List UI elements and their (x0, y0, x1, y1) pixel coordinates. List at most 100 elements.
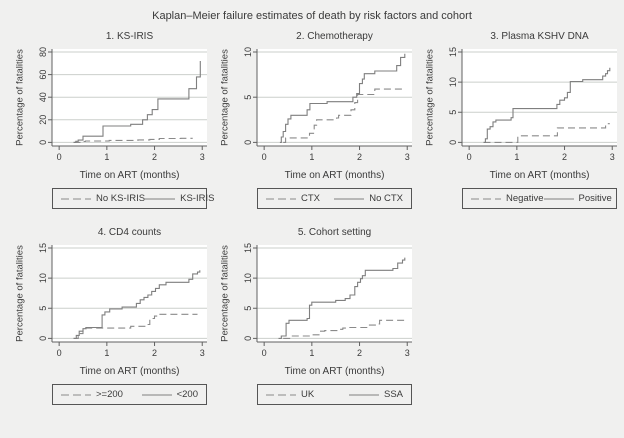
legend-label: CTX (301, 193, 320, 204)
y-tick-label: 10 (38, 273, 48, 283)
legend-label: Positive (578, 193, 612, 204)
dashed-line-sample (266, 197, 296, 200)
x-tick-label: 1 (309, 152, 314, 162)
x-axis-label: Time on ART (months) (284, 366, 385, 377)
series-solid (279, 53, 406, 143)
legend-item: No CTX (334, 193, 403, 204)
x-tick-label: 3 (405, 348, 410, 358)
legend-item: SSA (348, 389, 403, 400)
legend-box: >=200 <200 (52, 384, 207, 405)
subplot-grid: 1. KS-IRIS 0 20 40 60 80 0 1 2 3 Percentage of fat… (0, 30, 624, 422)
solid-line-sample (543, 197, 574, 200)
dashed-line-sample (266, 393, 296, 396)
legend-label: SSA (383, 389, 403, 400)
series-dashed (283, 88, 405, 143)
series-solid (278, 257, 406, 339)
subplot-title: 5. Cohort setting (297, 227, 372, 238)
y-axis-label: Percentage of fatalities (15, 49, 26, 146)
x-tick-label: 1 (309, 348, 314, 358)
x-axis-label: Time on ART (months) (79, 170, 180, 181)
legend-box: UK SSA (257, 384, 412, 405)
legend-label: Negative (506, 193, 544, 204)
y-tick-label: 10 (448, 77, 458, 87)
legend-label: UK (301, 389, 315, 400)
x-tick-label: 3 (405, 152, 410, 162)
series-dashed (283, 319, 405, 339)
legend-label: <200 (176, 389, 198, 400)
x-tick-label: 0 (262, 152, 267, 162)
series-dashed (73, 137, 193, 143)
subplot-cohort-setting: 5. Cohort setting 0 5 10 15 0 1 2 3 Percentage of… (212, 226, 417, 422)
y-tick-label: 80 (38, 47, 48, 57)
series-solid (483, 67, 611, 143)
y-tick-label: 5 (38, 306, 48, 311)
x-tick-label: 2 (357, 348, 362, 358)
x-tick-label: 1 (104, 152, 109, 162)
x-tick-label: 0 (262, 348, 267, 358)
y-axis-label: Percentage of fatalities (15, 245, 26, 342)
subplot-title: 3. Plasma KSHV DNA (490, 31, 589, 42)
x-tick-label: 1 (514, 152, 519, 162)
y-axis-label: Percentage of fatalities (220, 49, 231, 146)
y-tick-label: 0 (243, 336, 253, 341)
y-tick-label: 5 (243, 95, 253, 100)
legend-item: No KS-IRIS (61, 193, 145, 204)
legend-box: CTX No CTX (257, 188, 412, 209)
solid-line-sample (145, 197, 176, 200)
plot-canvas: 0 5 10 15 0 1 2 3 Percentage of fatalities (15, 243, 207, 358)
legend-label: No CTX (369, 193, 403, 204)
legend-item: <200 (141, 389, 198, 400)
legend-item: KS-IRIS (145, 193, 214, 204)
subplot-title: 2. Chemotherapy (296, 31, 373, 42)
x-axis-label: Time on ART (months) (489, 170, 590, 181)
x-tick-label: 0 (467, 152, 472, 162)
dashed-line-sample (61, 197, 91, 200)
x-tick-label: 2 (152, 152, 157, 162)
plot-canvas: 0 5 10 15 0 1 2 3 Percentage of fatalities (425, 47, 617, 162)
x-tick-label: 0 (57, 348, 62, 358)
legend-box: No KS-IRIS KS-IRIS (52, 188, 214, 209)
solid-line-sample (141, 393, 172, 396)
y-tick-label: 15 (448, 47, 458, 57)
legend-label: No KS-IRIS (96, 193, 146, 204)
series-dashed (73, 313, 198, 339)
subplot-cd4-counts: 4. CD4 counts 0 5 10 15 0 1 2 3 Percentage of fat… (7, 226, 212, 422)
subplot-title: 1. KS-IRIS (105, 31, 154, 42)
x-tick-label: 3 (610, 152, 615, 162)
solid-line-sample (348, 393, 379, 396)
plot-canvas: 0 5 10 0 1 2 3 Percentage of fatalities (220, 47, 412, 162)
y-tick-label: 10 (243, 273, 253, 283)
y-tick-label: 60 (38, 70, 48, 80)
y-tick-label: 0 (38, 140, 48, 145)
subplot-chemotherapy: 2. Chemotherapy 0 5 10 0 1 2 3 Percentage of fat… (212, 30, 417, 226)
x-axis-label: Time on ART (months) (79, 366, 180, 377)
figure-title: Kaplan–Meier failure estimates of death … (152, 10, 472, 22)
legend-item: Negative (471, 193, 544, 204)
y-axis-label: Percentage of fatalities (425, 49, 436, 146)
x-tick-label: 2 (562, 152, 567, 162)
series-solid (73, 270, 201, 339)
plot-canvas: 0 20 40 60 80 0 1 2 3 Percentage of fatalities (15, 47, 207, 162)
x-axis-label: Time on ART (months) (284, 170, 385, 181)
y-tick-label: 40 (38, 92, 48, 102)
legend-item: Positive (543, 193, 612, 204)
dashed-line-sample (61, 393, 91, 396)
x-tick-label: 3 (200, 348, 205, 358)
y-tick-label: 0 (38, 336, 48, 341)
legend-item: >=200 (61, 389, 123, 400)
y-tick-label: 15 (243, 243, 253, 253)
series-dashed (483, 123, 610, 143)
legend-label: KS-IRIS (180, 193, 215, 204)
y-tick-label: 20 (38, 115, 48, 125)
x-tick-label: 1 (104, 348, 109, 358)
subplot-ks-iris: 1. KS-IRIS 0 20 40 60 80 0 1 2 3 Percentage of fat… (7, 30, 214, 226)
series-solid (73, 61, 201, 143)
y-tick-label: 10 (243, 47, 253, 57)
legend-box: Negative Positive (462, 188, 617, 209)
y-tick-label: 5 (448, 110, 458, 115)
x-tick-label: 2 (152, 348, 157, 358)
legend-item: CTX (266, 193, 320, 204)
subplot-plasma-kshv-dna: 3. Plasma KSHV DNA 0 5 10 15 0 1 2 3 Percentage o… (417, 30, 622, 226)
y-tick-label: 0 (448, 140, 458, 145)
